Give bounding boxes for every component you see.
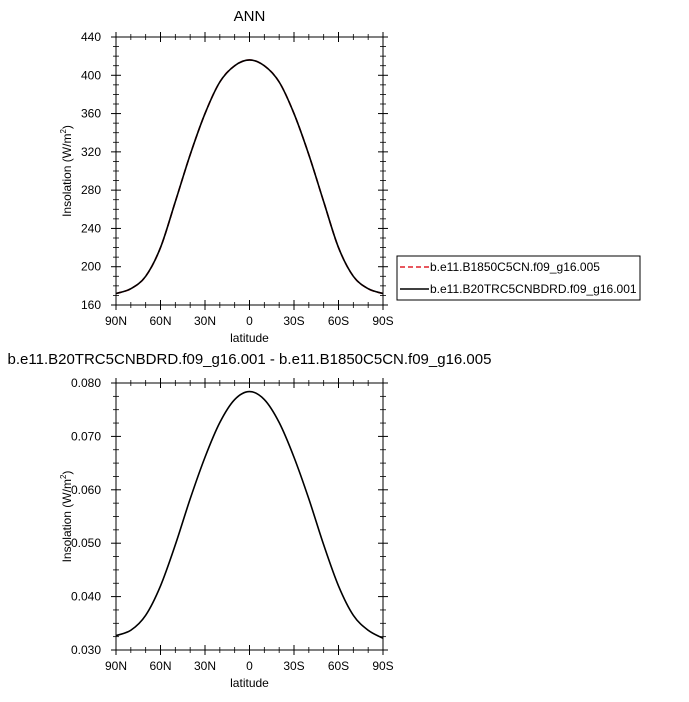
chart-title: ANN: [234, 8, 266, 25]
y-axis-label: Insolation (W/m2): [59, 471, 74, 563]
y-tick-label: 0.070: [71, 429, 101, 443]
x-tick-label: 30N: [194, 314, 216, 328]
y-tick-label: 0.040: [71, 590, 101, 604]
legend-entry: b.e11.B1850C5CN.f09_g16.005: [430, 260, 600, 274]
chart-panel-1: ANN 160 200 240 280 320 360 400 440 90N 60N 30N 0 30S…: [59, 8, 641, 345]
x-tick-label: 30S: [283, 659, 304, 673]
x-tick-label: 30N: [194, 659, 216, 673]
legend: b.e11.B1850C5CN.f09_g16.005 b.e11.B20TRC5…: [396, 255, 641, 301]
y-tick-label: 160: [81, 298, 101, 312]
chart-panel-2: b.e11.B20TRC5CNBDRD.f09_g16.001 - b.e11.…: [8, 351, 492, 690]
y-tick-label: 360: [81, 107, 101, 121]
x-tick-label: 0: [246, 314, 253, 328]
x-tick-label: 90S: [372, 659, 393, 673]
y-axis-label: Insolation (W/m2): [59, 125, 74, 217]
legend-box: [396, 255, 641, 301]
y-tick-label: 280: [81, 183, 101, 197]
x-axis-label: latitude: [230, 676, 269, 690]
x-tick-label: 30S: [283, 314, 304, 328]
chart-title: b.e11.B20TRC5CNBDRD.f09_g16.001 - b.e11.…: [8, 351, 492, 368]
series-line-1: [115, 390, 384, 639]
y-tick-label: 200: [81, 260, 101, 274]
series-line-2: [115, 59, 384, 295]
y-tick-label: 0.050: [71, 536, 101, 550]
x-tick-label: 60N: [149, 314, 171, 328]
y-tick-label: 0.080: [71, 376, 101, 390]
legend-entry: b.e11.B20TRC5CNBDRD.f09_g16.001: [430, 282, 637, 296]
x-tick-label: 0: [246, 659, 253, 673]
plot-frame: [115, 382, 384, 651]
x-tick-label: 60S: [328, 314, 349, 328]
x-axis-label: latitude: [230, 331, 269, 345]
x-tick-label: 60S: [328, 659, 349, 673]
y-tick-label: 400: [81, 68, 101, 82]
x-tick-label: 90N: [105, 659, 127, 673]
plot-frame: [115, 36, 384, 306]
y-tick-label: 320: [81, 145, 101, 159]
x-tick-label: 90S: [372, 314, 393, 328]
x-tick-label: 60N: [149, 659, 171, 673]
y-tick-label: 440: [81, 30, 101, 44]
y-tick-label: 0.060: [71, 483, 101, 497]
x-tick-label: 90N: [105, 314, 127, 328]
y-tick-label: 0.030: [71, 643, 101, 657]
y-tick-label: 240: [81, 221, 101, 235]
